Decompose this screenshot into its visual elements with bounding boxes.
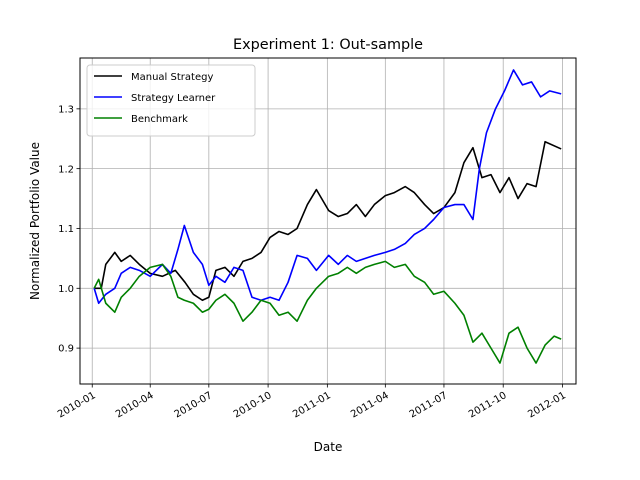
legend: Manual Strategy Strategy Learner Benchmark (86, 64, 256, 137)
series-line-strategy-learner (93, 69, 562, 305)
y-tick-label: 1.2 (58, 164, 74, 175)
series-line-benchmark (93, 260, 562, 364)
y-tick-label: 1.1 (58, 224, 74, 235)
legend-label: Manual Strategy (131, 72, 213, 83)
y-tick-label: 1.3 (58, 104, 74, 115)
y-tick-label: 0.9 (58, 344, 74, 355)
legend-box (86, 64, 256, 137)
y-axis: 0.9 1.0 1.1 1.2 1.3 (58, 104, 80, 355)
legend-label: Benchmark (131, 114, 188, 125)
y-axis-label: Normalized Portfolio Value (28, 142, 42, 300)
legend-label: Strategy Learner (131, 93, 216, 104)
x-axis-label: Date (314, 440, 343, 454)
chart-title: Experiment 1: Out-sample (233, 37, 423, 53)
plot-frame (79, 57, 577, 385)
y-tick-label: 1.0 (58, 284, 74, 295)
plot-series-group (93, 69, 562, 364)
